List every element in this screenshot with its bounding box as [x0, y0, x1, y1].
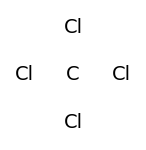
Text: Cl: Cl [64, 18, 82, 36]
Text: Cl: Cl [64, 114, 82, 132]
Text: C: C [66, 66, 80, 84]
Text: Cl: Cl [112, 66, 131, 84]
Text: Cl: Cl [15, 66, 34, 84]
